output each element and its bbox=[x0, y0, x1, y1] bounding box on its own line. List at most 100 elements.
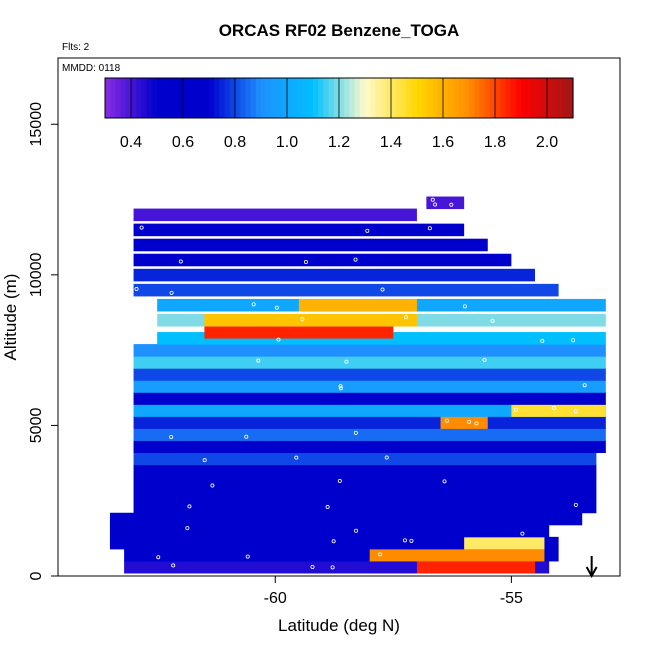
colorbar-swatch bbox=[547, 78, 553, 118]
observation-point bbox=[540, 338, 545, 343]
observation-point bbox=[353, 430, 358, 435]
colorbar-swatch bbox=[479, 78, 486, 118]
colorbar-swatch bbox=[245, 78, 252, 118]
colorbar-tick-label: 0.6 bbox=[172, 134, 194, 151]
observation-point bbox=[330, 565, 335, 570]
field-layer-30 bbox=[133, 283, 559, 297]
colorbar: 0.4 0.6 0.8 1.0 1.2 1.4 1.6 1.8 2.0 bbox=[104, 77, 574, 151]
field-layer-27 bbox=[204, 313, 417, 327]
observation-point bbox=[187, 504, 192, 509]
colorbar-tick-label: 1.6 bbox=[432, 134, 454, 151]
colorbar-tick-label: 0.4 bbox=[120, 134, 142, 151]
colorbar-swatch bbox=[567, 78, 574, 118]
colorbar-swatch bbox=[136, 78, 142, 118]
colorbar-swatch bbox=[266, 78, 272, 118]
colorbar-swatch bbox=[489, 78, 496, 118]
colorbar-swatch bbox=[401, 78, 408, 118]
field-layer-19 bbox=[133, 392, 606, 405]
colorbar-swatch bbox=[281, 78, 288, 118]
observation-point bbox=[353, 257, 358, 262]
observation-point bbox=[244, 434, 249, 439]
field-layer-9 bbox=[133, 488, 597, 502]
colorbar-swatch bbox=[380, 78, 387, 118]
observation-point bbox=[403, 315, 408, 320]
field-layer-15 bbox=[133, 416, 606, 429]
observation-point bbox=[490, 318, 495, 323]
colorbar-swatch bbox=[370, 78, 376, 118]
field-layer-35 bbox=[133, 208, 417, 222]
colorbar-swatch bbox=[193, 78, 200, 118]
colorbar-swatch bbox=[411, 78, 418, 118]
colorbar-swatch bbox=[526, 78, 532, 118]
colorbar-swatch bbox=[302, 78, 309, 118]
colorbar-swatch bbox=[240, 78, 246, 118]
colorbar-swatch bbox=[406, 78, 413, 118]
observation-point bbox=[380, 287, 385, 292]
colorbar-swatch bbox=[157, 78, 163, 118]
observation-point bbox=[467, 419, 472, 424]
field-layer-7 bbox=[109, 512, 583, 526]
colorbar-swatch bbox=[125, 78, 132, 118]
colorbar-frame bbox=[104, 77, 574, 119]
colorbar-tick-label: 1.4 bbox=[380, 134, 402, 151]
observation-point bbox=[310, 565, 315, 570]
colorbar-swatch bbox=[552, 78, 558, 118]
colorbar-tick-label: 1.2 bbox=[328, 134, 350, 151]
colorbar-swatch bbox=[453, 78, 460, 118]
field-layer-8 bbox=[133, 500, 597, 514]
field-layer-6 bbox=[109, 524, 550, 538]
colorbar-swatch bbox=[521, 78, 527, 118]
y-tick-label: 15000 bbox=[28, 102, 45, 147]
colorbar-tick-label: 1.0 bbox=[276, 134, 298, 151]
field-layer-16 bbox=[440, 416, 488, 429]
observation-point bbox=[294, 455, 299, 460]
observation-point bbox=[338, 384, 343, 389]
colorbar-swatch bbox=[541, 78, 548, 118]
observation-point bbox=[402, 538, 407, 543]
colorbar-swatch bbox=[391, 78, 397, 118]
observation-point bbox=[169, 290, 174, 295]
colorbar-swatch bbox=[287, 78, 293, 118]
colorbar-swatch bbox=[276, 78, 283, 118]
observation-point bbox=[245, 554, 250, 559]
x-axis: -60 -55 bbox=[264, 576, 523, 607]
colorbar-swatch bbox=[333, 78, 340, 118]
colorbar-swatch bbox=[229, 78, 236, 118]
observation-point bbox=[442, 479, 447, 484]
field-layer-32 bbox=[133, 253, 512, 267]
colorbar-swatch bbox=[385, 78, 392, 118]
observation-point bbox=[449, 202, 454, 207]
observation-point bbox=[331, 539, 336, 544]
colorbar-swatch bbox=[307, 78, 314, 118]
y-tick-label: 0 bbox=[28, 571, 45, 580]
colorbar-swatch bbox=[162, 78, 168, 118]
field-layer-25 bbox=[204, 326, 394, 339]
observation-point bbox=[513, 407, 518, 412]
colorbar-swatch bbox=[469, 78, 475, 118]
observation-point bbox=[344, 359, 349, 364]
colorbar-swatch bbox=[214, 78, 220, 118]
colorbar-swatch bbox=[531, 78, 538, 118]
observation-point bbox=[384, 455, 389, 460]
colorbar-swatch bbox=[115, 78, 122, 118]
colorbar-swatch bbox=[375, 78, 382, 118]
x-axis-label: Latitude (deg N) bbox=[278, 616, 400, 635]
colorbar-swatch bbox=[255, 78, 262, 118]
field-layer-5 bbox=[464, 536, 545, 550]
y-tick-label: 5000 bbox=[28, 408, 45, 444]
field-layer-17 bbox=[133, 404, 606, 417]
field-layer-22 bbox=[133, 356, 606, 369]
colorbar-swatch bbox=[141, 78, 148, 118]
observation-point bbox=[169, 435, 174, 440]
observation-point bbox=[139, 225, 144, 230]
observation-point bbox=[520, 531, 525, 536]
colorbar-swatch bbox=[209, 78, 215, 118]
field-layer-29 bbox=[298, 298, 417, 312]
observation-points bbox=[134, 197, 587, 570]
field-layer-31 bbox=[133, 268, 535, 282]
colorbar-swatch bbox=[120, 78, 127, 118]
flights-label: Flts: 2 bbox=[62, 42, 90, 53]
colorbar-swatch bbox=[167, 78, 174, 118]
observation-point bbox=[178, 259, 183, 264]
